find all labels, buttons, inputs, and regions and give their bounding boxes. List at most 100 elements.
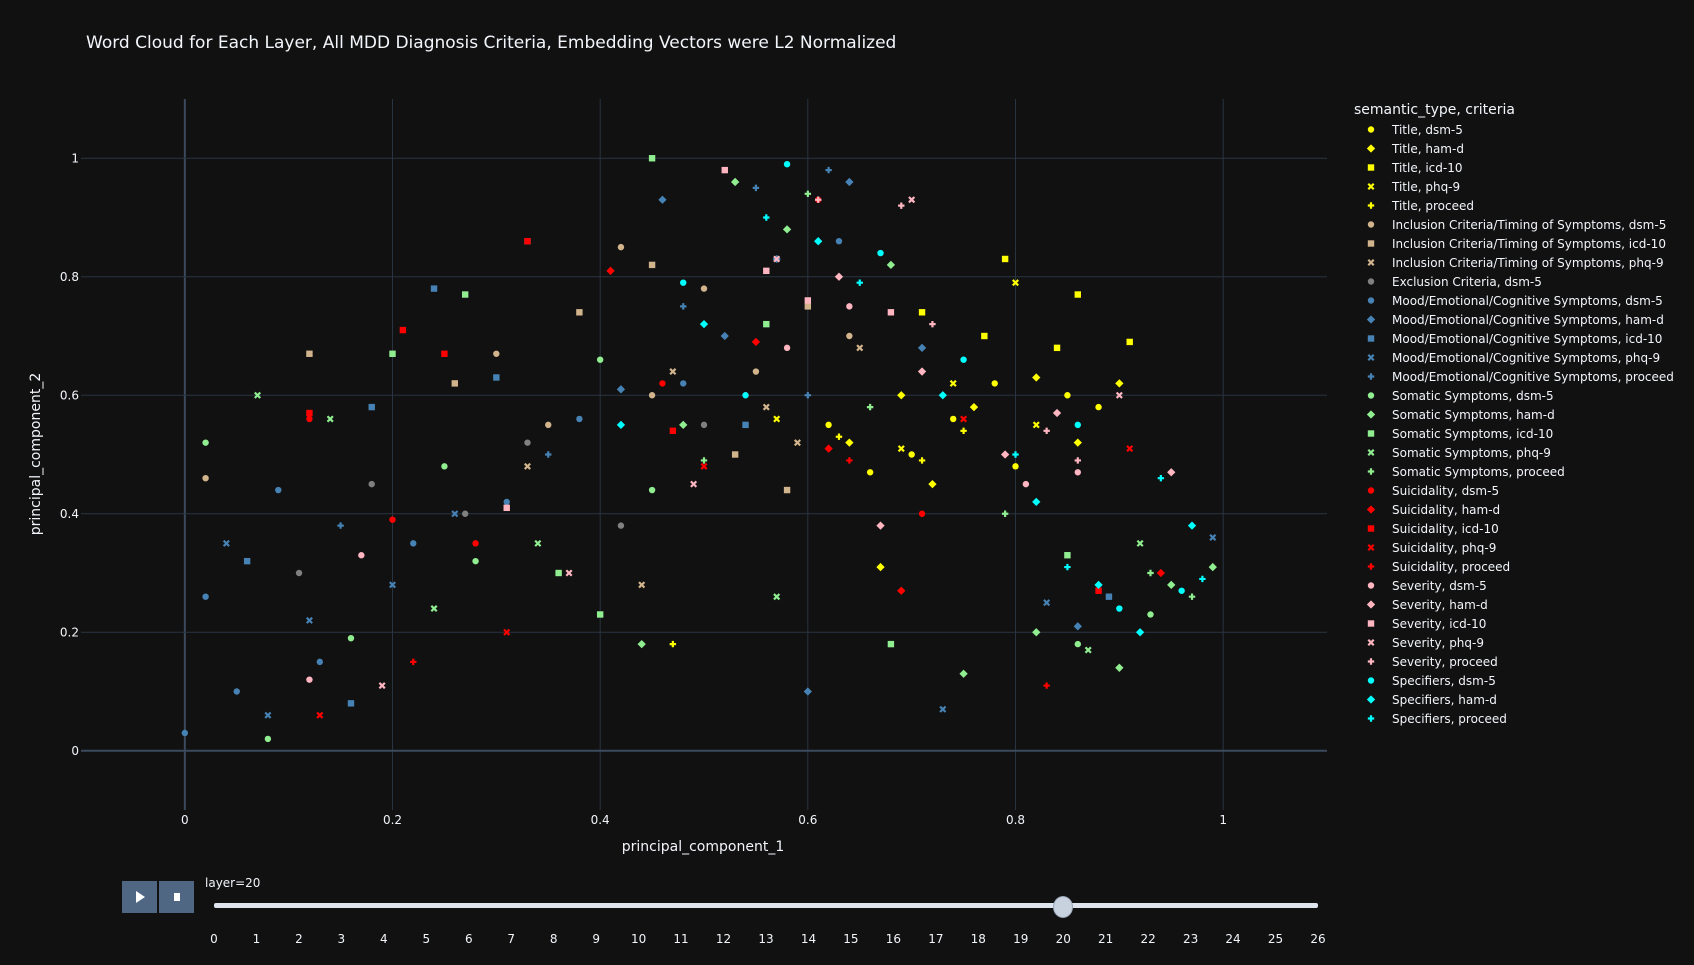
slider-step-13[interactable]: 13	[758, 932, 774, 946]
data-point	[887, 640, 895, 648]
slider-step-26[interactable]: 26	[1310, 932, 1326, 946]
data-point	[1135, 628, 1145, 637]
data-point	[1043, 682, 1050, 689]
data-point	[545, 451, 552, 458]
stop-button[interactable]	[159, 881, 194, 913]
legend-item[interactable]: Title, icd-10	[1354, 158, 1674, 177]
data-point	[1074, 640, 1082, 648]
series-severity-ham-d	[834, 272, 1176, 530]
slider-step-16[interactable]: 16	[885, 932, 902, 946]
slider-step-20[interactable]: 20	[1055, 932, 1071, 946]
data-point	[918, 457, 926, 464]
legend-item[interactable]: Severity, proceed	[1354, 652, 1674, 671]
legend-item[interactable]: Suicidality, dsm-5	[1354, 481, 1674, 500]
layer-slider-rail[interactable]	[214, 903, 1318, 908]
data-point	[451, 380, 458, 387]
legend-item[interactable]: Title, dsm-5	[1354, 120, 1674, 139]
legend-item[interactable]: Exclusion Criteria, dsm-5	[1354, 272, 1674, 291]
y-axis-title: principal_component_2	[28, 373, 44, 535]
legend-item[interactable]: Severity, phq-9	[1354, 633, 1674, 652]
scatter-plot[interactable]: 0 0.2 0.4 0.6 0.8 1 0 0.2 0.4 0.6 0.8 1 principal_c…	[0, 0, 1694, 870]
data-point	[524, 238, 531, 245]
legend-item[interactable]: Inclusion Criteria/Timing of Symptoms, p…	[1354, 253, 1674, 272]
data-point	[782, 225, 792, 234]
play-icon	[135, 891, 145, 903]
legend-item[interactable]: Specifiers, dsm-5	[1354, 671, 1674, 690]
slider-step-21[interactable]: 21	[1098, 932, 1114, 946]
legend-item[interactable]: Suicidality, ham-d	[1354, 500, 1674, 519]
legend-item[interactable]: Mood/Emotional/Cognitive Symptoms, proce…	[1354, 367, 1674, 386]
slider-step-24[interactable]: 24	[1225, 932, 1241, 946]
legend-item[interactable]: Title, proceed	[1354, 196, 1674, 215]
legend-item[interactable]: Specifiers, proceed	[1354, 709, 1674, 728]
slider-step-4[interactable]: 4	[380, 932, 388, 946]
legend-marker	[1367, 240, 1375, 247]
series-mood-emotional-cognitive-symptoms-icd-10	[243, 238, 1113, 707]
legend-item[interactable]: Mood/Emotional/Cognitive Symptoms, dsm-5	[1354, 291, 1674, 310]
slider-step-1[interactable]: 1	[252, 932, 261, 946]
y-tick-label: 0	[71, 744, 79, 758]
legend-item[interactable]: Severity, ham-d	[1354, 595, 1674, 614]
data-point	[337, 522, 344, 529]
data-point	[680, 279, 687, 286]
legend-item[interactable]: Title, phq-9	[1354, 177, 1674, 196]
slider-step-25[interactable]: 25	[1267, 932, 1284, 946]
data-point	[804, 303, 812, 310]
slider-step-8[interactable]: 8	[549, 932, 558, 946]
legend-diamond-icon	[1366, 505, 1376, 514]
legend-item[interactable]: Somatic Symptoms, icd-10	[1354, 424, 1674, 443]
legend-x-icon	[1367, 639, 1375, 646]
legend-item[interactable]: Inclusion Criteria/Timing of Symptoms, i…	[1354, 234, 1674, 253]
legend-item[interactable]: Severity, icd-10	[1354, 614, 1674, 633]
legend-item[interactable]: Severity, dsm-5	[1354, 576, 1674, 595]
slider-step-12[interactable]: 12	[715, 932, 732, 946]
slider-step-11[interactable]: 11	[673, 932, 689, 946]
legend-item[interactable]: Title, ham-d	[1354, 139, 1674, 158]
data-point	[721, 166, 728, 174]
data-point	[1032, 373, 1041, 382]
legend-item[interactable]: Specifiers, ham-d	[1354, 690, 1674, 709]
legend-item[interactable]: Mood/Emotional/Cognitive Symptoms, ham-d	[1354, 310, 1674, 329]
slider-step-3[interactable]: 3	[337, 932, 346, 946]
slider-step-22[interactable]: 22	[1140, 932, 1156, 946]
data-point	[638, 581, 646, 589]
legend-item[interactable]: Somatic Symptoms, proceed	[1354, 462, 1674, 481]
legend-label: Title, dsm-5	[1392, 122, 1463, 137]
slider-step-2[interactable]: 2	[295, 932, 303, 946]
slider-step-7[interactable]: 7	[507, 932, 516, 946]
data-point	[233, 688, 240, 695]
legend-item[interactable]: Inclusion Criteria/Timing of Symptoms, d…	[1354, 215, 1674, 234]
legend-item[interactable]: Somatic Symptoms, phq-9	[1354, 443, 1674, 462]
data-point	[441, 350, 448, 357]
slider-step-5[interactable]: 5	[422, 932, 431, 946]
slider-step-19[interactable]: 19	[1013, 932, 1029, 946]
slider-step-14[interactable]: 14	[800, 932, 817, 946]
legend-square-icon	[1367, 525, 1375, 532]
legend-item[interactable]: Suicidality, phq-9	[1354, 538, 1674, 557]
slider-step-10[interactable]: 10	[630, 932, 647, 946]
data-point	[243, 557, 251, 565]
play-button[interactable]	[122, 881, 157, 913]
series-severity-dsm-5	[306, 303, 1082, 683]
layer-slider-handle[interactable]	[1053, 896, 1074, 918]
legend-item[interactable]: Somatic Symptoms, ham-d	[1354, 405, 1674, 424]
slider-step-6[interactable]: 6	[464, 932, 473, 946]
slider-step-17[interactable]: 17	[928, 932, 944, 946]
slider-step-9[interactable]: 9	[592, 932, 600, 946]
legend-item[interactable]: Somatic Symptoms, dsm-5	[1354, 386, 1674, 405]
slider-step-18[interactable]: 18	[970, 932, 986, 946]
slider-step-15[interactable]: 15	[843, 932, 859, 946]
legend-item[interactable]: Mood/Emotional/Cognitive Symptoms, icd-1…	[1354, 329, 1674, 348]
data-point	[917, 367, 927, 376]
legend-item[interactable]: Mood/Emotional/Cognitive Symptoms, phq-9	[1354, 348, 1674, 367]
legend-item[interactable]: Suicidality, icd-10	[1354, 519, 1674, 538]
legend-item[interactable]: Suicidality, proceed	[1354, 557, 1674, 576]
slider-step-23[interactable]: 23	[1182, 932, 1199, 946]
data-point	[834, 272, 844, 281]
data-point	[441, 463, 448, 470]
series-title-dsm-5	[825, 380, 1102, 476]
slider-step-0[interactable]: 0	[210, 932, 218, 946]
data-point	[617, 243, 625, 251]
data-point	[389, 516, 396, 523]
legend-square-icon	[1367, 620, 1375, 627]
